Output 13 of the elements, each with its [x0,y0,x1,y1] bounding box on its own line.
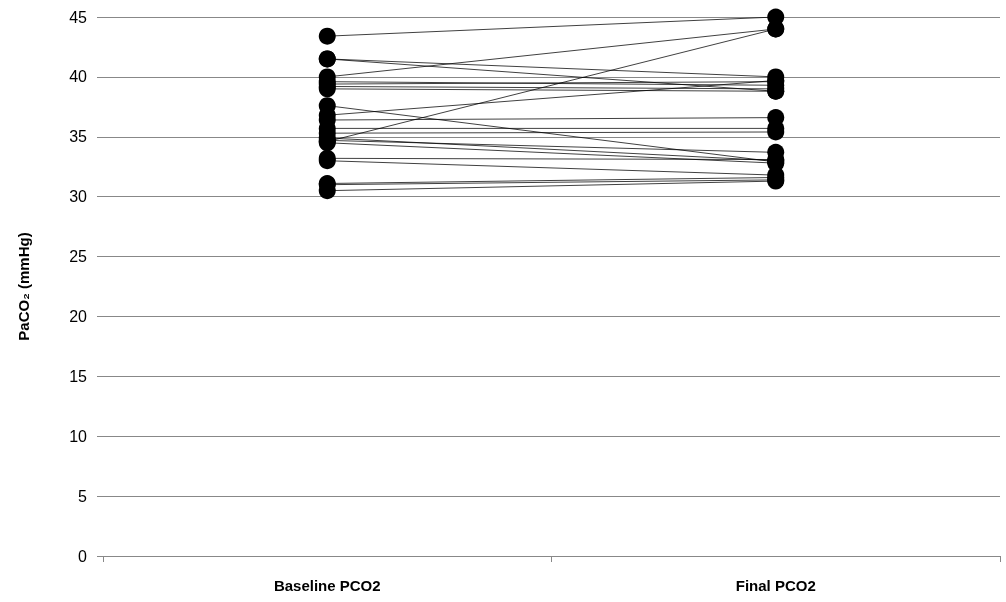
y-tick-label: 15 [69,367,88,385]
y-tick-label: 5 [78,487,88,505]
x-tick-label: Baseline PCO2 [273,577,381,594]
y-tick-label: 0 [78,547,88,565]
y-tick-label: 40 [69,68,88,86]
y-tick-label: 30 [69,188,88,206]
y-axis-title: PaCO₂ (mmHg) [15,232,32,341]
x-tick-label: Final PCO2 [735,577,816,594]
y-tick-label: 10 [69,427,88,445]
y-tick-label: 35 [69,128,88,146]
y-tick-label: 45 [69,8,88,26]
y-tick-label: 25 [69,248,88,266]
y-tick-label: 20 [69,307,88,325]
